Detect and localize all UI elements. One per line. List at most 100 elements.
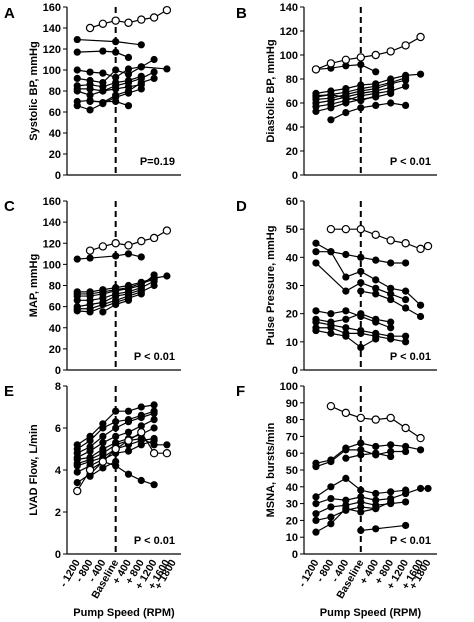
data-point — [342, 496, 350, 504]
y-tick-label: 40 — [286, 252, 298, 264]
series-line — [77, 50, 129, 58]
open-data-point — [401, 239, 410, 248]
open-data-point — [137, 428, 146, 437]
open-data-point — [386, 413, 395, 423]
open-data-point — [73, 486, 82, 496]
open-data-point — [162, 226, 172, 235]
data-point — [357, 498, 365, 506]
data-point — [387, 99, 395, 107]
data-point — [357, 451, 365, 459]
data-point — [372, 489, 380, 498]
open-data-point — [326, 59, 336, 68]
p-value-annotation: P < 0.01 — [390, 156, 431, 168]
open-data-point — [386, 47, 395, 56]
data-point — [387, 335, 395, 343]
data-point — [327, 483, 335, 491]
y-tick-label: 50 — [286, 224, 298, 236]
series-line — [315, 313, 391, 323]
data-point — [112, 407, 120, 415]
open-data-point — [149, 233, 159, 243]
y-tick-label: 20 — [49, 344, 61, 356]
open-data-point — [356, 413, 365, 423]
y-axis-label: Pulse Pressure, mmHg — [265, 226, 277, 346]
data-point — [357, 61, 365, 69]
data-point — [327, 503, 335, 511]
series-line — [360, 524, 406, 532]
data-point — [424, 484, 432, 493]
data-point — [112, 97, 120, 106]
data-point — [150, 481, 158, 489]
data-point — [402, 521, 410, 530]
data-point — [357, 508, 365, 516]
data-point — [150, 424, 158, 432]
panel-letter: D — [236, 198, 247, 215]
y-tick-label: 30 — [286, 499, 298, 511]
data-point — [86, 308, 94, 316]
open-data-point — [386, 236, 395, 245]
data-point — [99, 47, 107, 55]
y-tick-label: 20 — [49, 149, 61, 161]
data-point — [150, 55, 158, 64]
open-data-point — [111, 239, 120, 248]
y-tick-label: 140 — [43, 217, 61, 229]
data-point — [163, 441, 171, 449]
data-point — [372, 276, 380, 284]
data-point — [73, 87, 81, 95]
data-point — [387, 295, 395, 304]
data-point — [112, 432, 120, 440]
data-point — [112, 424, 120, 432]
data-point — [312, 493, 320, 501]
data-point — [416, 70, 425, 78]
data-point — [357, 279, 365, 287]
y-tick-label: 70 — [286, 431, 298, 443]
data-point — [387, 259, 395, 267]
series-line — [345, 452, 391, 459]
data-point — [137, 413, 145, 422]
data-point — [112, 85, 120, 93]
data-point — [357, 310, 365, 318]
data-point — [124, 102, 133, 110]
data-point — [402, 82, 410, 90]
data-point — [342, 307, 350, 315]
data-point — [387, 452, 395, 461]
y-tick-label: 80 — [49, 86, 61, 98]
y-tick-label: 20 — [286, 515, 298, 527]
data-point — [73, 307, 81, 315]
data-point — [342, 332, 350, 340]
data-point — [73, 48, 81, 56]
data-point — [137, 253, 145, 261]
data-point — [86, 85, 94, 93]
panel-letter: A — [4, 5, 15, 22]
data-point — [387, 447, 395, 456]
open-data-point — [416, 433, 425, 443]
data-point — [327, 91, 335, 99]
open-data-point — [371, 230, 380, 239]
data-point — [86, 91, 94, 99]
data-point — [372, 68, 380, 76]
data-point — [372, 496, 380, 504]
data-point — [357, 493, 365, 501]
open-data-point — [149, 449, 159, 458]
y-tick-label: 40 — [49, 128, 61, 140]
data-point — [112, 458, 120, 466]
data-point — [402, 498, 410, 506]
data-point — [372, 315, 380, 323]
y-tick-label: 100 — [280, 381, 298, 393]
data-point — [357, 486, 365, 494]
y-tick-label: 20 — [286, 309, 298, 321]
data-point — [416, 446, 425, 454]
open-data-point — [341, 408, 351, 418]
data-point — [312, 528, 320, 536]
open-data-point — [85, 246, 95, 255]
data-point — [112, 300, 120, 309]
data-point — [150, 416, 158, 424]
data-point — [327, 520, 335, 528]
data-point — [137, 403, 145, 411]
data-point — [86, 68, 94, 76]
data-point — [73, 462, 81, 470]
data-point — [402, 447, 410, 456]
data-point — [163, 65, 171, 73]
open-data-point — [137, 236, 146, 246]
data-point — [163, 272, 171, 280]
